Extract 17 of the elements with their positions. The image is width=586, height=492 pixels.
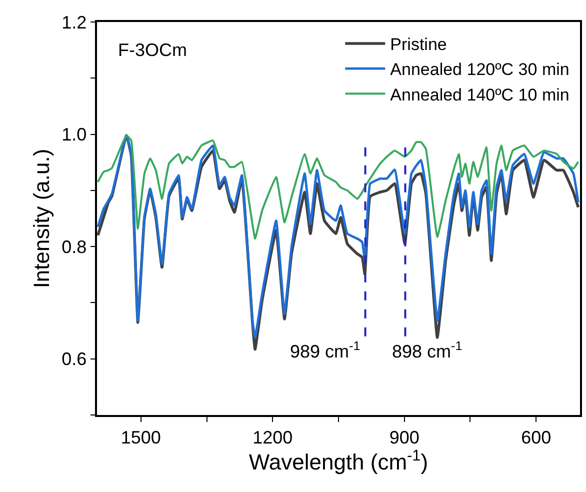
annotation: 898 cm$^{-1}$ <box>392 339 462 362</box>
x-tick-label: 1500 <box>120 427 161 448</box>
y-tick-label: 0.6 <box>62 349 87 370</box>
x-tick-label: 600 <box>521 427 552 448</box>
x-tick-label: 1200 <box>252 427 293 448</box>
legend-label: Pristine <box>390 35 447 54</box>
y-axis-title: Intensity (a.u.) <box>28 148 54 288</box>
y-tick-label: 0.8 <box>62 236 87 257</box>
annotation: F-3OCm <box>118 40 187 60</box>
x-axis-title: Wavelength (cm$^{-1}$) <box>248 447 428 475</box>
line-series <box>97 134 580 240</box>
y-tick-label: 1.2 <box>62 12 87 32</box>
x-tick-label: 900 <box>389 427 420 448</box>
annotation: 989 cm$^{-1}$ <box>290 339 360 362</box>
legend-label: Annealed 140ºC 10 min <box>390 85 570 104</box>
legend-label: Annealed 120ºC 30 min <box>390 60 570 80</box>
y-tick-label: 1.0 <box>62 124 87 145</box>
